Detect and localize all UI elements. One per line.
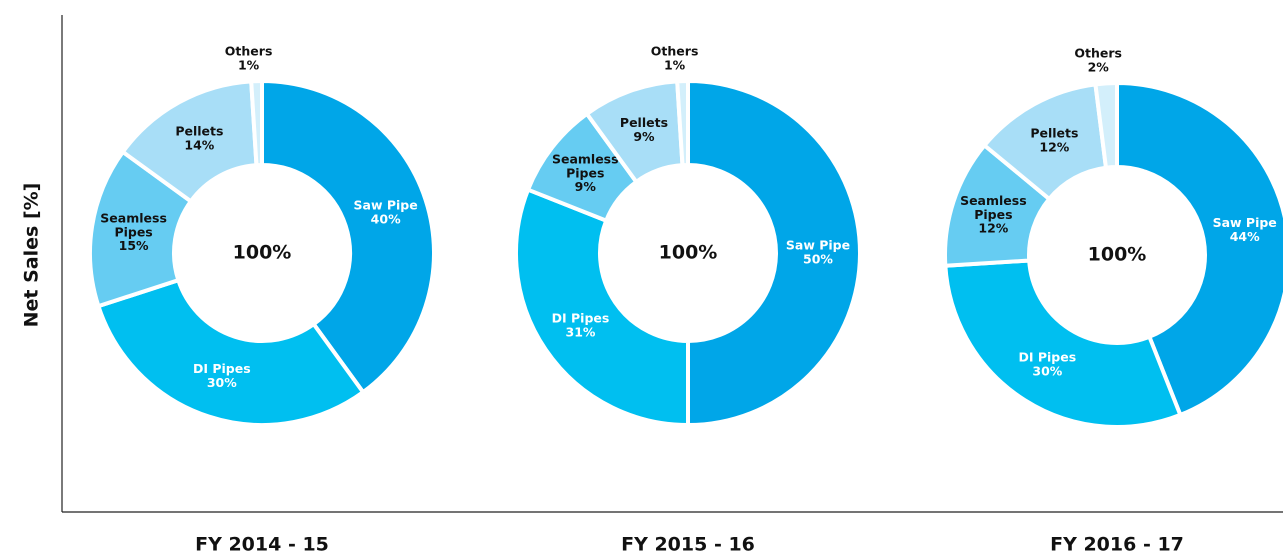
y-axis-label: Net Sales [%] (21, 183, 43, 328)
donut-slice (943, 258, 1183, 430)
value-label: 12% (1039, 140, 1069, 155)
slice-label: Pellets (620, 115, 668, 130)
slice-label: Saw Pipe (1213, 215, 1277, 230)
slice-label: DI Pipes (1018, 349, 1076, 364)
slice-label: Others (225, 44, 273, 59)
value-label: 2% (1088, 60, 1110, 75)
slice-label: DI Pipes (193, 361, 251, 376)
donut-slice (514, 187, 690, 428)
value-label: 1% (238, 58, 260, 73)
slice-label: Pellets (175, 124, 223, 139)
value-label: 50% (803, 252, 833, 267)
donut-slice (1093, 80, 1119, 170)
value-label: 31% (566, 325, 596, 340)
donut-slice (249, 78, 264, 168)
value-label: 9% (633, 129, 655, 144)
slice-label: Saw Pipe (786, 238, 850, 253)
slice-label: Others (651, 44, 699, 59)
donut-slice (95, 277, 366, 427)
slice-label: Pellets (1030, 126, 1078, 141)
value-label: 14% (184, 138, 214, 153)
slice-label: Others (1074, 46, 1122, 61)
value-label: 30% (207, 375, 237, 390)
value-label: 1% (664, 58, 686, 73)
chart-title: FY 2014 - 15 (195, 534, 329, 556)
value-label: 12% (978, 220, 1008, 235)
value-label: 40% (371, 211, 401, 226)
value-label: 9% (575, 179, 597, 194)
slice-label: Saw Pipe (354, 197, 418, 212)
donut-slice (675, 78, 690, 168)
center-label: 100% (233, 242, 292, 264)
donut-slice (260, 78, 436, 395)
slice-label: Seamless Pipes (552, 151, 619, 180)
value-label: 44% (1230, 229, 1260, 244)
donut-slice (1115, 80, 1283, 418)
slice-label: Seamless Pipes (960, 192, 1027, 221)
donut-slice (686, 78, 862, 428)
slice-label: Seamless Pipes (100, 210, 167, 239)
chart-title: FY 2015 - 16 (621, 534, 755, 556)
value-label: 30% (1032, 363, 1062, 378)
value-label: 15% (119, 238, 149, 253)
center-label: 100% (659, 242, 718, 264)
center-label: 100% (1088, 244, 1147, 266)
slice-label: DI Pipes (552, 311, 610, 326)
chart-title: FY 2016 - 17 (1050, 534, 1184, 556)
